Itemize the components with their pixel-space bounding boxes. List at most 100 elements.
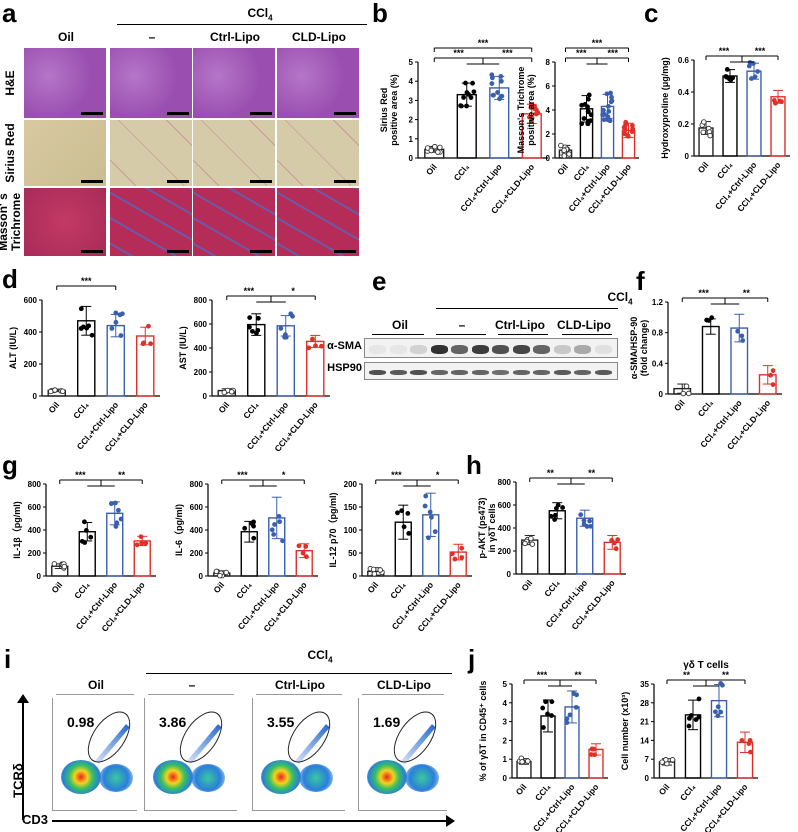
histology-tile <box>277 188 359 256</box>
svg-text:Masson's Trichrome: Masson's Trichrome <box>516 67 526 154</box>
blot-label-asma: α-SMA <box>327 340 362 352</box>
chart-f: 00.40.81.2α-SMA/HSP-90 (fold change)Oil CC… <box>629 288 782 452</box>
svg-text:21: 21 <box>640 718 649 727</box>
blot-band <box>389 344 407 354</box>
blot-group-oil: Oil <box>391 318 408 332</box>
svg-text:CCl₄: CCl₄ <box>71 400 91 421</box>
row-label: Sirius Red <box>2 123 17 183</box>
svg-text:CCl₄+Ctrl-Lipo: CCl₄+Ctrl-Lipo <box>236 580 282 632</box>
svg-text:**: ** <box>722 670 730 680</box>
svg-text:CCl₄+Ctrl-Lipo: CCl₄+Ctrl-Lipo <box>531 782 577 832</box>
flow-x-axis-label: CD3 <box>22 812 49 827</box>
flow-plot: 3.55 <box>252 698 345 811</box>
histology-tile <box>277 48 359 118</box>
svg-text:Cell number (x10³): Cell number (x10³) <box>620 692 630 771</box>
svg-text:ALT (IU/L): ALT (IU/L) <box>8 327 18 369</box>
svg-text:4: 4 <box>546 106 551 115</box>
blot-band <box>430 369 448 375</box>
panel-label-f: f <box>636 266 645 296</box>
histology-tile <box>193 188 275 256</box>
svg-text:0: 0 <box>645 774 650 783</box>
svg-text:CCl₄: CCl₄ <box>715 160 735 181</box>
svg-text:***: *** <box>75 470 86 480</box>
flow-population-cd3pos <box>191 764 225 792</box>
blot-label-hsp90: HSP90 <box>327 362 362 374</box>
blot-band <box>369 369 386 375</box>
svg-text:400: 400 <box>194 344 208 353</box>
svg-text:1: 1 <box>409 135 414 144</box>
svg-text:600: 600 <box>24 296 38 305</box>
col-header-ctrl-lipo: Ctrl-Lipo <box>210 30 260 44</box>
svg-text:0.6: 0.6 <box>678 56 690 65</box>
svg-text:150: 150 <box>344 503 358 512</box>
panel-label-i: i <box>4 644 12 674</box>
blot-line-cld <box>562 334 612 335</box>
svg-text:CCl₄: CCl₄ <box>696 398 716 419</box>
blot-band <box>369 344 386 354</box>
flow-column-line <box>362 694 444 695</box>
flow-y-axis-label: TCRδ <box>10 763 26 798</box>
svg-text:0: 0 <box>353 572 358 581</box>
gate-percent: 3.55 <box>267 714 295 730</box>
svg-text:positive area (%): positive area (%) <box>526 74 536 146</box>
svg-text:(fold change): (fold change) <box>639 320 649 377</box>
svg-text:200: 200 <box>28 549 42 558</box>
svg-text:CCl₄: CCl₄ <box>234 580 254 601</box>
panel-label-a: a <box>2 0 17 28</box>
svg-text:Oil: Oil <box>696 160 711 175</box>
blot-band <box>451 344 468 354</box>
svg-text:600: 600 <box>28 503 42 512</box>
svg-text:CCl₄+CLD-Lipo: CCl₄+CLD-Lipo <box>569 578 616 632</box>
panel-label-c: c <box>644 0 659 28</box>
svg-text:α-SMA/HSP-90: α-SMA/HSP-90 <box>629 317 639 380</box>
svg-text:0.8: 0.8 <box>652 329 664 338</box>
svg-text:800: 800 <box>28 480 42 489</box>
svg-text:**: ** <box>574 670 582 680</box>
svg-text:200: 200 <box>24 360 38 369</box>
svg-text:*: * <box>436 470 440 480</box>
svg-text:CCl₄+Ctrl-Lipo: CCl₄+Ctrl-Lipo <box>713 160 759 212</box>
svg-text:in γδT cells: in γδT cells <box>487 504 497 553</box>
histology-tile <box>24 188 106 256</box>
blot-band <box>512 344 530 354</box>
svg-text:**: ** <box>743 288 751 298</box>
chart-d1: 0 200 400 600 ALT (IU/L) Oil CCl₄CCl₄+Ctrl-Lip… <box>8 276 160 454</box>
svg-text:6: 6 <box>546 82 551 91</box>
svg-text:***: *** <box>576 48 587 58</box>
svg-text:Oil: Oil <box>365 580 380 595</box>
scale-bar <box>334 250 356 253</box>
blot-band <box>389 369 407 375</box>
svg-text:0: 0 <box>37 572 42 581</box>
svg-text:200: 200 <box>190 549 204 558</box>
histology-tile <box>24 48 106 118</box>
flow-ccl4-line <box>146 673 452 674</box>
panel-label-j: j <box>468 644 476 674</box>
chart-j2: 0 7 14 21 28 35 Cell number (x10³) γδ T cells Oi… <box>620 660 758 832</box>
svg-text:***: *** <box>719 46 730 56</box>
svg-text:600: 600 <box>190 503 204 512</box>
scale-bar <box>81 250 103 253</box>
svg-text:Oil: Oil <box>657 782 672 797</box>
svg-text:% of γδT in CD45⁺ cells: % of γδT in CD45⁺ cells <box>478 681 488 782</box>
blot-band <box>574 369 591 375</box>
svg-text:***: *** <box>244 286 255 296</box>
flow-population-cd3neg <box>61 760 101 794</box>
svg-text:CCl₄: CCl₄ <box>533 782 553 803</box>
svg-text:***: *** <box>453 48 464 58</box>
svg-text:2: 2 <box>546 130 551 139</box>
svg-text:CCl₄: CCl₄ <box>542 578 562 599</box>
flow-column-line <box>56 694 134 695</box>
svg-text:**: ** <box>683 670 691 680</box>
blot-band <box>430 344 448 354</box>
chart-g2: 0 200 400 600 800 IL-6（pg/ml) Oil CCl₄CCl₄+Ctrl… <box>174 470 318 634</box>
svg-text:CCl₄+CLD-Lipo: CCl₄+CLD-Lipo <box>272 400 319 454</box>
svg-text:positive area (%): positive area (%) <box>389 74 399 146</box>
blot-band <box>594 369 612 375</box>
svg-text:800: 800 <box>190 480 204 489</box>
svg-text:Oil: Oil <box>49 580 64 595</box>
svg-text:0.4: 0.4 <box>678 88 690 97</box>
flow-ccl4-header: CCl4 <box>307 648 333 665</box>
svg-text:***: *** <box>607 48 618 58</box>
svg-text:CCl₄+CLD-Lipo: CCl₄+CLD-Lipo <box>261 580 308 634</box>
svg-text:4: 4 <box>409 77 414 86</box>
